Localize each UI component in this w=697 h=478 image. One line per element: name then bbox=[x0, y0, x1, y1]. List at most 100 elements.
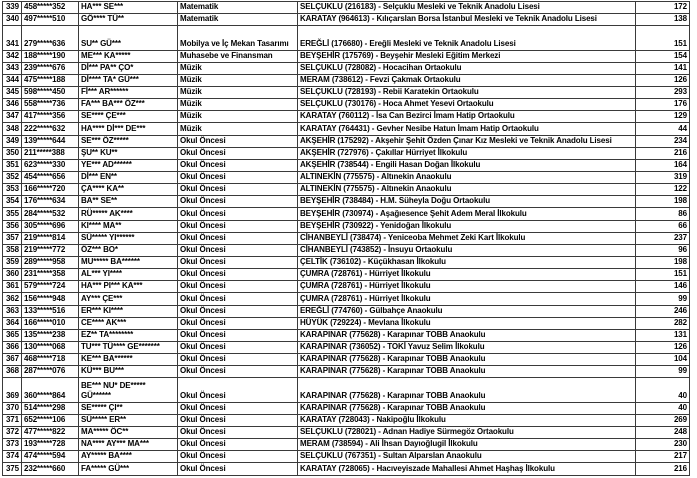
count-cell: 146 bbox=[635, 280, 690, 294]
school-cell: SELÇUKLU (767351) - Sultan Alparslan Ana… bbox=[297, 450, 636, 464]
masked-id-cell: 652*****106 bbox=[21, 413, 79, 427]
masked-name-cell: AL*** YI**** bbox=[78, 268, 178, 282]
masked-id-cell: 289*****958 bbox=[21, 255, 79, 270]
masked-name-cell: HA*** PI*** KA*** bbox=[78, 280, 178, 294]
masked-id-cell: 188*****190 bbox=[21, 49, 79, 63]
row-number-cell: 371 bbox=[2, 413, 22, 427]
table-row: 356 305*****696 KI**** MA** Okul Öncesi … bbox=[2, 219, 690, 233]
school-cell: ALTINEKİN (775575) - Altınekin Anaokulu bbox=[297, 170, 636, 185]
masked-name-cell: AY***** BA**** bbox=[78, 450, 178, 464]
count-cell: 141 bbox=[635, 61, 690, 75]
masked-id-cell: 497*****510 bbox=[21, 13, 79, 27]
school-cell: EREĞLİ (774760) - Gülbahçe Anaokulu bbox=[297, 304, 636, 318]
masked-id-cell: 219*****772 bbox=[21, 243, 79, 257]
table-row: 364 166*****010 CE**** AK*** Okul Öncesi… bbox=[2, 316, 690, 330]
branch-cell: Matematik bbox=[177, 0, 298, 15]
school-cell: ÇUMRA (728761) - Hürriyet İlkokulu bbox=[297, 280, 636, 294]
masked-name-cell: CE**** AK*** bbox=[78, 316, 178, 330]
school-cell: CİHANBEYLİ (743852) - İnsuyu Ortaokulu bbox=[297, 243, 636, 257]
row-number-cell: 356 bbox=[2, 219, 22, 233]
masked-id-cell: 474*****594 bbox=[21, 450, 79, 464]
count-cell: 138 bbox=[635, 13, 690, 27]
table-row: 359 289*****958 MU***** BA****** Okul Ön… bbox=[2, 255, 690, 270]
masked-id-cell: 454*****656 bbox=[21, 170, 79, 185]
table-row: 370 514*****298 SE***** ÇI** Okul Öncesi… bbox=[2, 401, 690, 415]
school-cell: ÇUMRA (728761) - Hürriyet İlkokulu bbox=[297, 268, 636, 282]
row-number-cell: 347 bbox=[2, 110, 22, 124]
row-number-cell: 348 bbox=[2, 122, 22, 136]
table-row: 360 231*****358 AL*** YI**** Okul Öncesi… bbox=[2, 268, 690, 282]
masked-id-cell: 239*****676 bbox=[21, 61, 79, 75]
table-row: 347 417*****356 SE**** ÇE*** Müzik KARAT… bbox=[2, 110, 690, 124]
row-number-cell: 354 bbox=[2, 195, 22, 209]
count-cell: 230 bbox=[635, 438, 690, 452]
masked-id-cell: 133*****516 bbox=[21, 304, 79, 318]
row-number-cell: 362 bbox=[2, 292, 22, 306]
branch-cell: Muhasebe ve Finansman bbox=[177, 49, 298, 63]
school-cell: BEYŞEHİR (730974) - Aşağıesence Şehit Ad… bbox=[297, 207, 636, 221]
row-number-cell: 364 bbox=[2, 316, 22, 330]
masked-id-cell: 166*****010 bbox=[21, 316, 79, 330]
count-cell: 293 bbox=[635, 85, 690, 100]
count-cell: 44 bbox=[635, 122, 690, 136]
row-number-cell: 357 bbox=[2, 231, 22, 245]
masked-name-cell: EZ** TA******** bbox=[78, 328, 178, 342]
count-cell: 40 bbox=[635, 401, 690, 415]
masked-name-cell: HA**** Dİ*** DE*** bbox=[78, 122, 178, 136]
school-cell: AKŞEHİR (738544) - Engili Hasan Doğan İl… bbox=[297, 158, 636, 172]
row-number-cell: 369 bbox=[2, 377, 22, 403]
row-number-cell: 340 bbox=[2, 13, 22, 27]
masked-name-cell: SE***** ÇI** bbox=[78, 401, 178, 415]
masked-id-cell: 279*****636 bbox=[21, 25, 79, 51]
branch-cell: Okul Öncesi bbox=[177, 353, 298, 367]
school-cell: SELÇUKLU (216183) - Selçuklu Mesleki ve … bbox=[297, 0, 636, 15]
masked-id-cell: 222*****632 bbox=[21, 122, 79, 136]
masked-id-cell: 193*****728 bbox=[21, 438, 79, 452]
table-row: 342 188*****190 ME*** KA***** Muhasebe v… bbox=[2, 49, 690, 63]
masked-name-cell: SÜ***** YI****** bbox=[78, 231, 178, 245]
row-number-cell: 342 bbox=[2, 49, 22, 63]
school-cell: SELÇUKLU (728193) - Rebii Karatekin Orta… bbox=[297, 85, 636, 100]
masked-name-cell: KI**** MA** bbox=[78, 219, 178, 233]
count-cell: 151 bbox=[635, 268, 690, 282]
branch-cell: Okul Öncesi bbox=[177, 413, 298, 427]
masked-id-cell: 468*****718 bbox=[21, 353, 79, 367]
masked-name-cell: ÖZ*** BO* bbox=[78, 243, 178, 257]
masked-id-cell: 211*****388 bbox=[21, 146, 79, 160]
school-cell: KARAPINAR (775628) - Karapınar TOBB Anao… bbox=[297, 365, 636, 379]
masked-id-cell: 176*****634 bbox=[21, 195, 79, 209]
table-row: 348 222*****632 HA**** Dİ*** DE*** Müzik… bbox=[2, 122, 690, 136]
table-row: 353 166*****720 ÇA**** KA** Okul Öncesi … bbox=[2, 183, 690, 197]
masked-name-cell: MA***** ÖC** bbox=[78, 425, 178, 440]
table-row: 352 454*****656 Dİ*** EN** Okul Öncesi A… bbox=[2, 170, 690, 185]
table-row: 344 475*****188 Dİ**** TA* GÜ*** Müzik M… bbox=[2, 73, 690, 88]
school-cell: BEYŞEHİR (730922) - Yenidoğan İlkokulu bbox=[297, 219, 636, 233]
row-number-cell: 355 bbox=[2, 207, 22, 221]
school-cell: ÇELTİK (736102) - Küçükhasan İlkokulu bbox=[297, 255, 636, 270]
row-number-cell: 346 bbox=[2, 98, 22, 112]
masked-id-cell: 360*****864 bbox=[21, 377, 79, 403]
row-number-cell: 339 bbox=[2, 0, 22, 15]
count-cell: 66 bbox=[635, 219, 690, 233]
masked-id-cell: 287*****076 bbox=[21, 365, 79, 379]
masked-name-cell: FA*** BA*** ÖZ*** bbox=[78, 98, 178, 112]
row-number-cell: 343 bbox=[2, 61, 22, 75]
branch-cell: Okul Öncesi bbox=[177, 243, 298, 257]
count-cell: 172 bbox=[635, 0, 690, 15]
row-number-cell: 363 bbox=[2, 304, 22, 318]
count-cell: 96 bbox=[635, 243, 690, 257]
school-cell: MERAM (738612) - Fevzi Çakmak Ortaokulu bbox=[297, 73, 636, 88]
school-cell: KARATAY (728043) - Nakipoğlu İlkokulu bbox=[297, 413, 636, 427]
row-number-cell: 361 bbox=[2, 280, 22, 294]
branch-cell: Okul Öncesi bbox=[177, 450, 298, 464]
row-number-cell: 344 bbox=[2, 73, 22, 88]
count-cell: 248 bbox=[635, 425, 690, 440]
branch-cell: Mobilya ve İç Mekan Tasarımı bbox=[177, 25, 298, 51]
masked-id-cell: 579*****724 bbox=[21, 280, 79, 294]
masked-name-cell: Fİ*** AR****** bbox=[78, 85, 178, 100]
count-cell: 40 bbox=[635, 377, 690, 403]
masked-name-cell: ÇA**** KA** bbox=[78, 183, 178, 197]
masked-name-cell: BA** SE** bbox=[78, 195, 178, 209]
